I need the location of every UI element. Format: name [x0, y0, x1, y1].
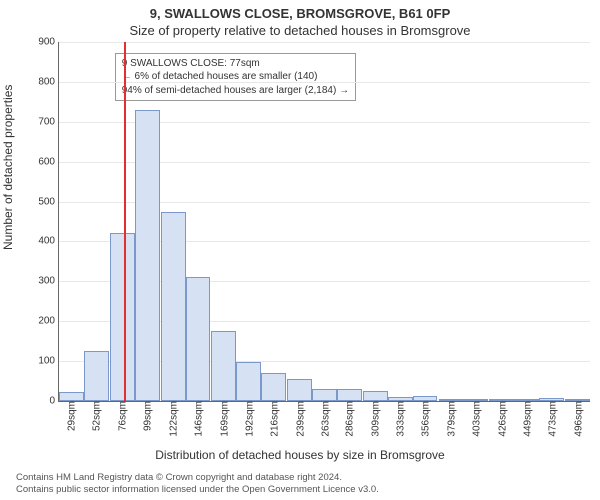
histogram-bar — [312, 389, 337, 401]
x-tick-label: 52sqm — [90, 401, 103, 431]
x-tick-label: 379sqm — [445, 401, 458, 437]
histogram-bar — [161, 212, 186, 401]
histogram-bar — [261, 373, 286, 401]
x-tick-label: 216sqm — [267, 401, 280, 437]
histogram-chart: 9 SWALLOWS CLOSE: 77sqm ← 6% of detached… — [58, 42, 590, 402]
annotation-line: 9 SWALLOWS CLOSE: 77sqm — [122, 57, 349, 71]
annotation-box: 9 SWALLOWS CLOSE: 77sqm ← 6% of detached… — [115, 53, 356, 102]
histogram-bar — [186, 277, 211, 401]
plot-area: 9 SWALLOWS CLOSE: 77sqm ← 6% of detached… — [58, 42, 590, 402]
y-tick-label: 800 — [38, 76, 59, 87]
histogram-bar — [110, 233, 135, 401]
histogram-bar — [287, 379, 312, 401]
footer-line: Contains public sector information licen… — [16, 484, 379, 496]
x-tick-label: 29sqm — [65, 401, 78, 431]
x-tick-label: 333sqm — [394, 401, 407, 437]
gridline — [59, 42, 590, 43]
x-tick-label: 309sqm — [369, 401, 382, 437]
histogram-bar — [59, 392, 84, 401]
x-tick-label: 496sqm — [571, 401, 584, 437]
y-tick-label: 300 — [38, 276, 59, 287]
x-tick-label: 403sqm — [469, 401, 482, 437]
histogram-bar — [135, 110, 160, 401]
x-tick-label: 169sqm — [217, 401, 230, 437]
y-axis-label: Number of detached properties — [1, 85, 15, 250]
y-tick-label: 500 — [38, 196, 59, 207]
x-tick-label: 473sqm — [545, 401, 558, 437]
histogram-bar — [236, 362, 261, 401]
y-tick-label: 400 — [38, 236, 59, 247]
histogram-bar — [84, 351, 109, 401]
y-tick-label: 700 — [38, 116, 59, 127]
histogram-bar — [211, 331, 236, 401]
annotation-line: 94% of semi-detached houses are larger (… — [122, 84, 349, 98]
x-axis-label: Distribution of detached houses by size … — [0, 448, 600, 462]
x-tick-label: 426sqm — [495, 401, 508, 437]
x-tick-label: 76sqm — [116, 401, 129, 431]
x-tick-label: 449sqm — [520, 401, 533, 437]
footer-line: Contains HM Land Registry data © Crown c… — [16, 472, 379, 484]
x-tick-label: 356sqm — [419, 401, 432, 437]
x-tick-label: 99sqm — [141, 401, 154, 431]
histogram-bar — [363, 391, 388, 401]
x-tick-label: 263sqm — [318, 401, 331, 437]
footer-attribution: Contains HM Land Registry data © Crown c… — [16, 472, 379, 496]
y-tick-label: 900 — [38, 37, 59, 48]
property-marker-line — [124, 42, 126, 401]
y-tick-label: 100 — [38, 356, 59, 367]
subtitle: Size of property relative to detached ho… — [0, 21, 600, 42]
y-tick-label: 600 — [38, 156, 59, 167]
x-tick-label: 286sqm — [343, 401, 356, 437]
x-tick-label: 192sqm — [242, 401, 255, 437]
address-title: 9, SWALLOWS CLOSE, BROMSGROVE, B61 0FP — [0, 0, 600, 21]
x-tick-label: 146sqm — [191, 401, 204, 437]
histogram-bar — [337, 389, 362, 401]
y-tick-label: 200 — [38, 316, 59, 327]
x-tick-label: 239sqm — [293, 401, 306, 437]
gridline — [59, 82, 590, 83]
x-tick-label: 122sqm — [167, 401, 180, 437]
y-tick-label: 0 — [49, 396, 59, 407]
